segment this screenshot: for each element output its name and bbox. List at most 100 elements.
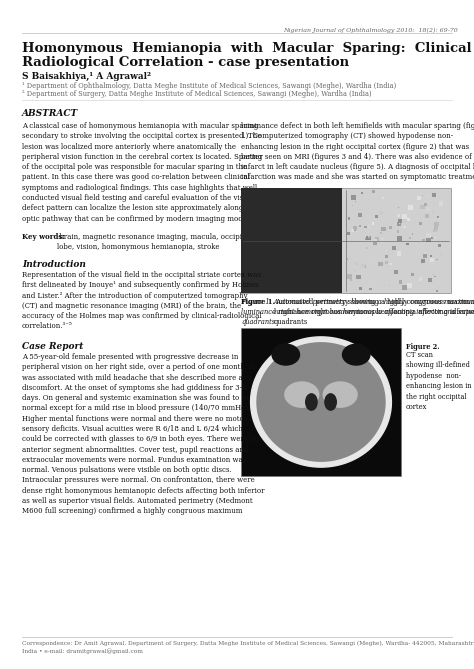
Bar [426, 207, 429, 211]
Polygon shape [257, 343, 385, 461]
Bar [374, 239, 377, 242]
Bar [353, 269, 356, 272]
Ellipse shape [284, 381, 319, 408]
Bar [381, 227, 385, 231]
Bar [241, 188, 451, 293]
Bar [421, 243, 424, 246]
Bar [424, 204, 426, 206]
Bar [402, 214, 407, 219]
Bar [438, 217, 440, 219]
Bar [398, 207, 399, 208]
Bar [412, 233, 413, 235]
Text: S Baisakhiya,¹ A Agrawal²: S Baisakhiya,¹ A Agrawal² [22, 72, 151, 81]
Text: ¹ Department of Ophthalmology, Datta Meghe Institute of Medical Sciences, Sawang: ¹ Department of Ophthalmology, Datta Meg… [22, 82, 396, 90]
Bar [389, 284, 390, 286]
Bar [381, 240, 386, 244]
Text: Representation of the visual field in the occipital striate cortex was
first del: Representation of the visual field in th… [22, 271, 262, 330]
Bar [427, 193, 430, 197]
Text: A 55-year-old female presented with progressive decrease in
peripheral vision on: A 55-year-old female presented with prog… [22, 353, 264, 515]
Bar [403, 286, 405, 288]
Bar [369, 288, 372, 290]
Bar [434, 222, 439, 227]
Text: brain, magnetic resonance imaging, macula, occipital
lobe, vision, homonymous he: brain, magnetic resonance imaging, macul… [57, 233, 251, 252]
Bar [385, 256, 388, 258]
Bar [431, 237, 433, 240]
Bar [438, 244, 441, 248]
Text: Figure 1.: Figure 1. [241, 298, 275, 306]
Bar [368, 257, 371, 260]
Bar [433, 274, 434, 275]
Ellipse shape [272, 344, 300, 366]
Polygon shape [251, 337, 392, 467]
Text: Case Report: Case Report [22, 342, 83, 351]
Bar [403, 264, 407, 268]
Bar [346, 232, 349, 235]
Bar [430, 258, 434, 262]
Bar [386, 250, 387, 251]
Bar [433, 229, 437, 232]
Text: ABSTRACT: ABSTRACT [22, 109, 78, 118]
Bar [426, 233, 430, 237]
Bar [398, 219, 401, 223]
Text: Figure 1. Automated perimetry showing a highly congruous maximum
luminance right: Figure 1. Automated perimetry showing a … [241, 298, 474, 326]
Bar [397, 252, 401, 256]
Bar [241, 328, 401, 476]
Bar [358, 213, 362, 217]
Bar [353, 226, 357, 230]
Bar [419, 278, 422, 281]
Text: Key words:: Key words: [22, 233, 65, 241]
Bar [403, 219, 407, 223]
Bar [428, 278, 432, 282]
Bar [394, 270, 398, 274]
Ellipse shape [324, 393, 337, 411]
Bar [359, 287, 362, 290]
Bar [408, 205, 413, 210]
Bar [394, 202, 396, 204]
Bar [374, 242, 377, 246]
Bar [361, 264, 365, 268]
Bar [419, 221, 422, 225]
Bar [397, 222, 401, 226]
Bar [399, 280, 402, 284]
Bar [359, 225, 361, 227]
Text: CT scan
showing ill-defined
hypodense  non-
enhancing lesion in
the right occipi: CT scan showing ill-defined hypodense no… [406, 351, 472, 411]
Bar [352, 205, 353, 206]
Text: A classical case of homonymous hemianopia with macular sparing
secondary to stro: A classical case of homonymous hemianopi… [22, 122, 272, 223]
Bar [375, 215, 378, 218]
Bar [356, 275, 361, 280]
Bar [423, 254, 428, 258]
Bar [411, 272, 414, 276]
Text: ² Department of Surgery, Datta Meghe Institute of Medical Sciences, Sawangi (Meg: ² Department of Surgery, Datta Meghe Ins… [22, 90, 372, 98]
Bar [386, 262, 388, 264]
Ellipse shape [323, 381, 358, 408]
Bar [424, 203, 427, 205]
Bar [420, 205, 425, 209]
Bar [409, 237, 411, 239]
Bar [435, 237, 436, 238]
Bar [437, 216, 439, 218]
Bar [374, 281, 376, 282]
Bar [364, 226, 367, 228]
Bar [355, 201, 356, 202]
Bar [372, 191, 375, 193]
Bar [381, 238, 383, 241]
Bar [355, 230, 356, 231]
Text: Radiological Correlation - case presentation: Radiological Correlation - case presenta… [22, 56, 349, 69]
Bar [379, 211, 383, 215]
Text: Homonymous  Hemianopia  with  Macular  Sparing:  Clinical  and: Homonymous Hemianopia with Macular Spari… [22, 42, 474, 55]
Bar [407, 283, 412, 288]
Bar [424, 252, 427, 254]
Bar [378, 262, 383, 266]
Bar [403, 225, 406, 228]
Bar [382, 197, 384, 199]
Bar [399, 223, 400, 224]
Bar [397, 214, 400, 217]
Bar [397, 236, 402, 241]
Text: Figure 2.: Figure 2. [406, 343, 439, 351]
Bar [436, 259, 438, 260]
Bar [432, 210, 435, 213]
Bar [439, 201, 440, 203]
Bar [397, 230, 400, 233]
Text: Correspondence: Dr Amit Agrawal, Department of Surgery, Datta Meghe Institute of: Correspondence: Dr Amit Agrawal, Departm… [22, 641, 474, 654]
Bar [417, 196, 421, 200]
